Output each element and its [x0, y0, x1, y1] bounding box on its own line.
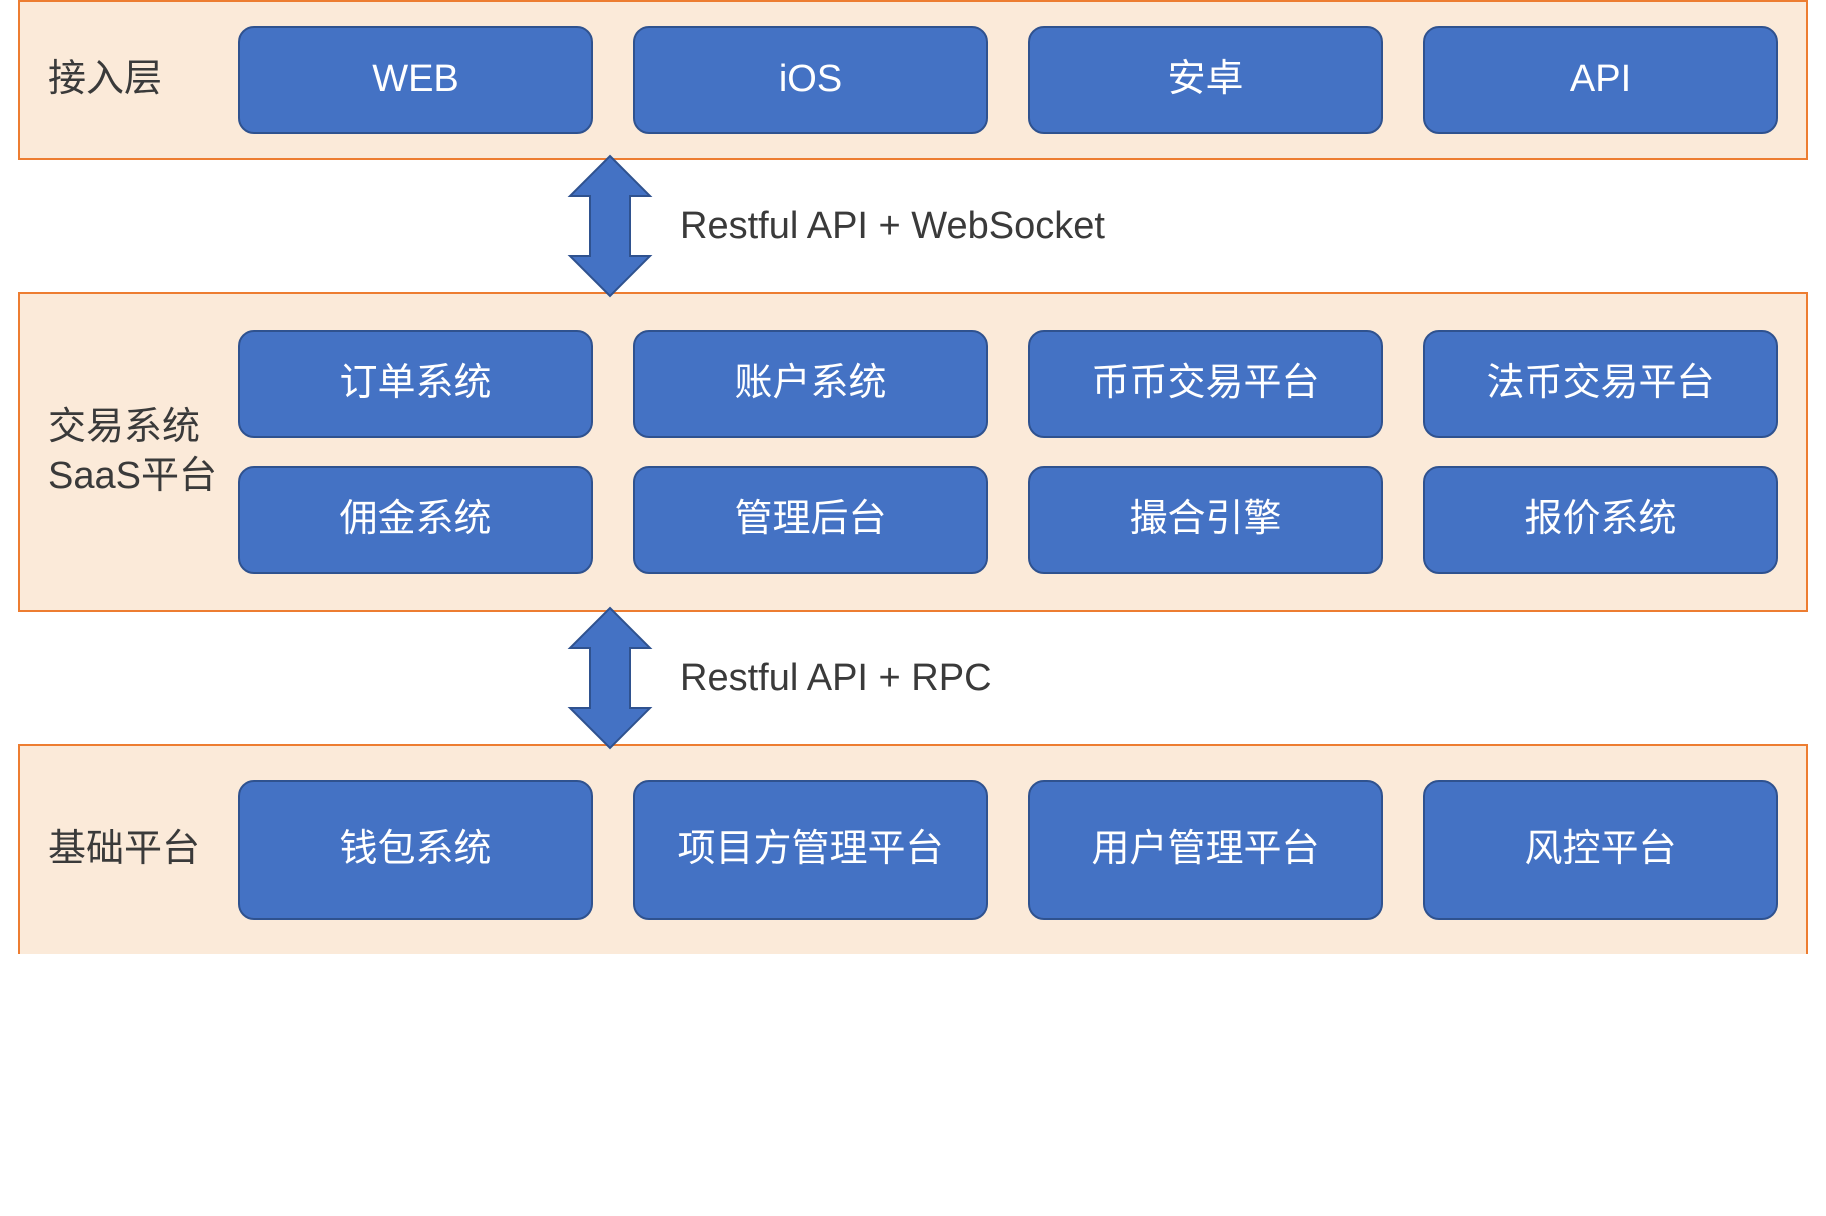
layer-access-boxes: WEB iOS 安卓 API: [238, 26, 1778, 134]
pill-project-mgmt: 项目方管理平台: [633, 780, 988, 920]
pill-coin-trading: 币币交易平台: [1028, 330, 1383, 438]
layer-base: 基础平台 钱包系统 项目方管理平台 用户管理平台 风控平台: [18, 744, 1808, 954]
connector-label-1: Restful API + WebSocket: [680, 205, 1105, 248]
pill-android: 安卓: [1028, 26, 1383, 134]
layer-label-access: 接入层: [48, 55, 238, 104]
pill-wallet: 钱包系统: [238, 780, 593, 920]
layer-label-saas: 交易系统SaaS平台: [48, 403, 238, 502]
layer-saas-boxes: 订单系统 账户系统 币币交易平台 法币交易平台 佣金系统 管理后台 撮合引擎 报…: [238, 330, 1778, 574]
pill-fiat-trading: 法币交易平台: [1423, 330, 1778, 438]
pill-admin-backend: 管理后台: [633, 466, 988, 574]
layer-access: 接入层 WEB iOS 安卓 API: [18, 0, 1808, 160]
pill-web: WEB: [238, 26, 593, 134]
pill-ios: iOS: [633, 26, 988, 134]
pill-api: API: [1423, 26, 1778, 134]
layer-saas: 交易系统SaaS平台 订单系统 账户系统 币币交易平台 法币交易平台 佣金系统 …: [18, 292, 1808, 612]
layer-label-base: 基础平台: [48, 825, 238, 874]
pill-quote-system: 报价系统: [1423, 466, 1778, 574]
connector-label-2: Restful API + RPC: [680, 657, 992, 700]
pill-matching-engine: 撮合引擎: [1028, 466, 1383, 574]
connector-1: Restful API + WebSocket: [0, 160, 1826, 292]
connector-2: Restful API + RPC: [0, 612, 1826, 744]
pill-order-system: 订单系统: [238, 330, 593, 438]
pill-commission: 佣金系统: [238, 466, 593, 574]
double-arrow-icon: [560, 606, 660, 750]
pill-user-mgmt: 用户管理平台: [1028, 780, 1383, 920]
pill-account-system: 账户系统: [633, 330, 988, 438]
layer-base-boxes: 钱包系统 项目方管理平台 用户管理平台 风控平台: [238, 780, 1778, 920]
double-arrow-icon: [560, 154, 660, 298]
pill-risk-control: 风控平台: [1423, 780, 1778, 920]
